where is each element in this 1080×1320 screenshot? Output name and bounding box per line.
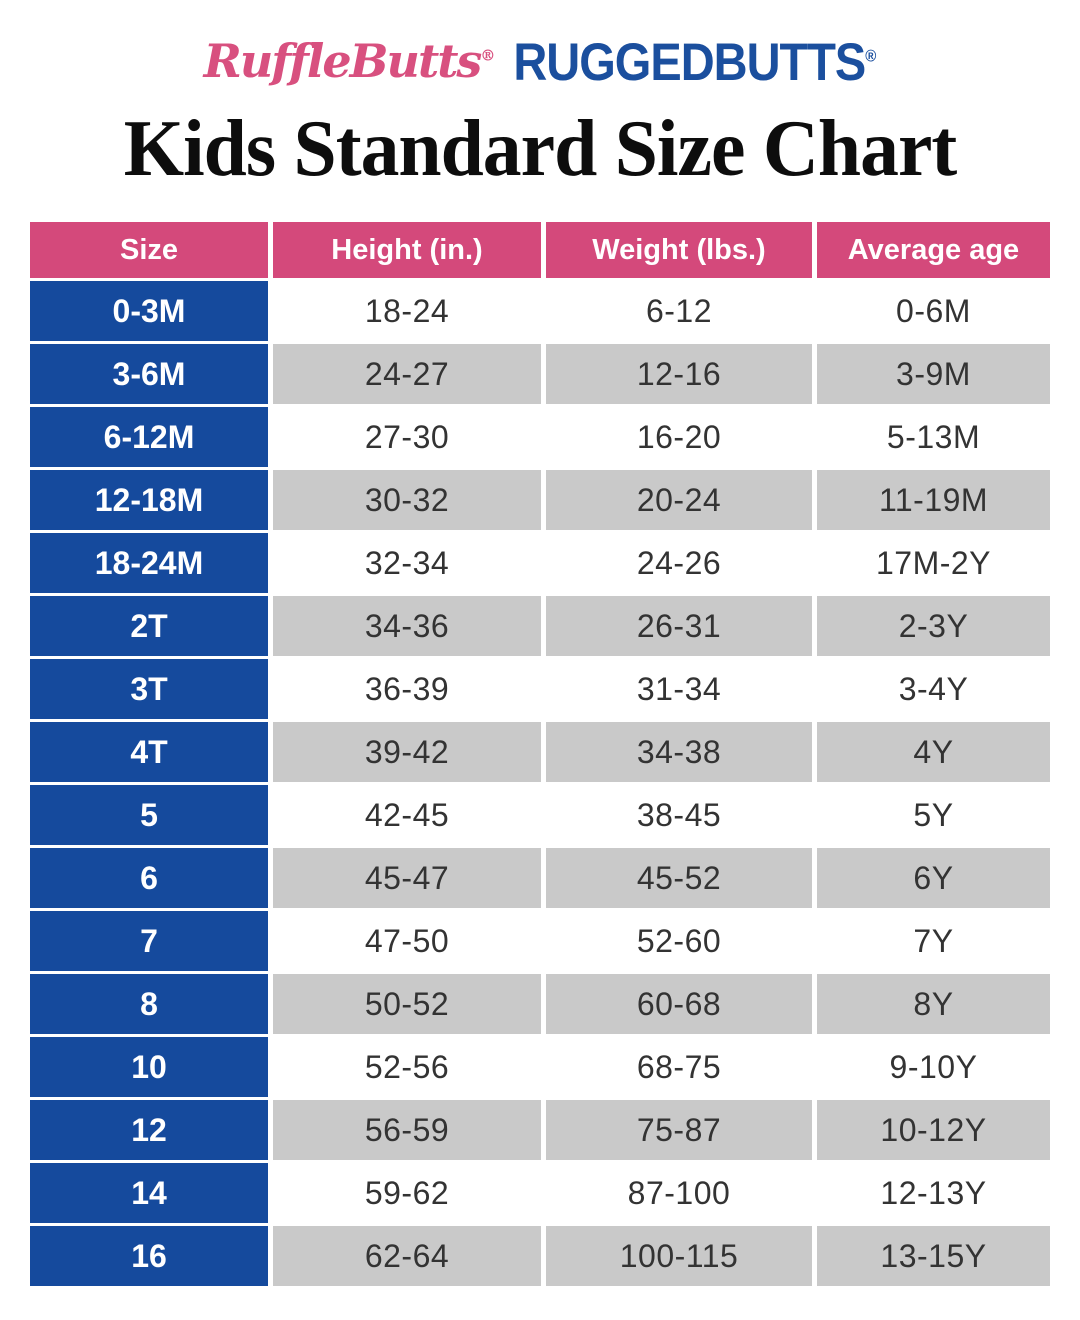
ruggedbutts-logo-text: RUGGEDBUTTS [513, 31, 866, 91]
weight-cell: 24-26 [546, 533, 812, 593]
column-header-size: Size [30, 222, 268, 278]
column-header-height: Height (in.) [273, 222, 541, 278]
brand-logos: RuffleButts® RUGGEDBUTTS® [0, 0, 1080, 94]
age-cell: 3-4Y [817, 659, 1050, 719]
column-header-average-age: Average age [817, 222, 1050, 278]
weight-cell: 38-45 [546, 785, 812, 845]
weight-cell: 60-68 [546, 974, 812, 1034]
weight-cell: 34-38 [546, 722, 812, 782]
height-cell: 27-30 [273, 407, 541, 467]
age-cell: 10-12Y [817, 1100, 1050, 1160]
height-cell: 34-36 [273, 596, 541, 656]
weight-cell: 31-34 [546, 659, 812, 719]
weight-cell: 6-12 [546, 281, 812, 341]
age-cell: 0-6M [817, 281, 1050, 341]
age-cell: 5Y [817, 785, 1050, 845]
size-cell: 3-6M [30, 344, 268, 404]
size-cell: 0-3M [30, 281, 268, 341]
height-cell: 62-64 [273, 1226, 541, 1286]
age-cell: 12-13Y [817, 1163, 1050, 1223]
size-cell: 10 [30, 1037, 268, 1097]
size-cell: 4T [30, 722, 268, 782]
size-cell: 12 [30, 1100, 268, 1160]
weight-cell: 12-16 [546, 344, 812, 404]
height-cell: 39-42 [273, 722, 541, 782]
age-cell: 11-19M [817, 470, 1050, 530]
age-cell: 9-10Y [817, 1037, 1050, 1097]
ruggedbutts-logo: RUGGEDBUTTS® [513, 30, 876, 92]
weight-cell: 75-87 [546, 1100, 812, 1160]
height-cell: 56-59 [273, 1100, 541, 1160]
size-cell: 12-18M [30, 470, 268, 530]
registered-mark-icon: ® [865, 46, 877, 66]
height-cell: 36-39 [273, 659, 541, 719]
height-cell: 52-56 [273, 1037, 541, 1097]
height-cell: 42-45 [273, 785, 541, 845]
weight-cell: 52-60 [546, 911, 812, 971]
size-cell: 8 [30, 974, 268, 1034]
age-cell: 4Y [817, 722, 1050, 782]
size-cell: 2T [30, 596, 268, 656]
age-cell: 13-15Y [817, 1226, 1050, 1286]
page-title: Kids Standard Size Chart [123, 105, 958, 193]
size-cell: 3T [30, 659, 268, 719]
size-cell: 16 [30, 1226, 268, 1286]
size-cell: 14 [30, 1163, 268, 1223]
height-cell: 50-52 [273, 974, 541, 1034]
size-cell: 7 [30, 911, 268, 971]
age-cell: 5-13M [817, 407, 1050, 467]
rufflebutts-logo: RuffleButts® [204, 34, 496, 88]
size-table: Size Height (in.) Weight (lbs.) Average … [30, 222, 1050, 1286]
weight-cell: 68-75 [546, 1037, 812, 1097]
weight-cell: 20-24 [546, 470, 812, 530]
size-cell: 6-12M [30, 407, 268, 467]
age-cell: 3-9M [817, 344, 1050, 404]
weight-cell: 16-20 [546, 407, 812, 467]
weight-cell: 87-100 [546, 1163, 812, 1223]
weight-cell: 100-115 [546, 1226, 812, 1286]
age-cell: 2-3Y [817, 596, 1050, 656]
height-cell: 45-47 [273, 848, 541, 908]
height-cell: 32-34 [273, 533, 541, 593]
weight-cell: 45-52 [546, 848, 812, 908]
size-cell: 6 [30, 848, 268, 908]
height-cell: 30-32 [273, 470, 541, 530]
height-cell: 24-27 [273, 344, 541, 404]
column-header-weight: Weight (lbs.) [546, 222, 812, 278]
age-cell: 7Y [817, 911, 1050, 971]
size-cell: 5 [30, 785, 268, 845]
height-cell: 47-50 [273, 911, 541, 971]
age-cell: 6Y [817, 848, 1050, 908]
weight-cell: 26-31 [546, 596, 812, 656]
size-cell: 18-24M [30, 533, 268, 593]
age-cell: 8Y [817, 974, 1050, 1034]
height-cell: 18-24 [273, 281, 541, 341]
registered-mark-icon: ® [480, 46, 496, 65]
rufflebutts-logo-text: RuffleButts [203, 34, 483, 88]
height-cell: 59-62 [273, 1163, 541, 1223]
age-cell: 17M-2Y [817, 533, 1050, 593]
